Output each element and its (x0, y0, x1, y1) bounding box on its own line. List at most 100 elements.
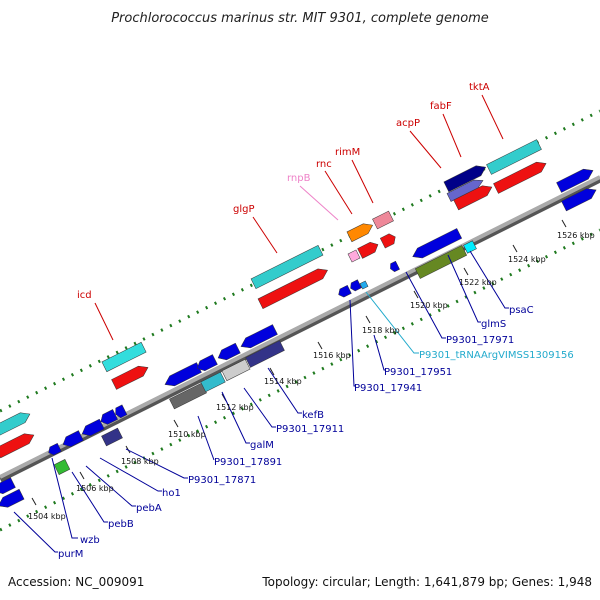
gene-arrow-rev-3 (62, 430, 84, 447)
tick-label-1508: 1508 kbp (121, 457, 159, 466)
tick-label-1510: 1510 kbp (168, 430, 206, 439)
gene-label-glmS: glmS (481, 319, 506, 330)
label-leader-lower-13 (405, 271, 446, 339)
gene-arrow-rev-5 (100, 409, 118, 425)
gene-arrow-rev-9 (164, 362, 202, 387)
map-title: Prochlorococcus marinus str. MIT 9301, c… (111, 11, 489, 26)
tick-label-1506: 1506 kbp (76, 484, 114, 493)
gene-arrow-rev-11 (217, 342, 241, 361)
gene-arrow-rev-19 (359, 280, 369, 290)
gene-arrow-5 (257, 268, 328, 310)
reverse-gene-labels: purM wzb pebB pebA ho1 P9301_17871 P9301… (58, 305, 574, 560)
gene-arrow-17 (561, 188, 597, 212)
gene-arrow-11 (443, 165, 487, 193)
gene-arrow-16 (556, 168, 594, 193)
gene-label-galM: galM (250, 440, 274, 451)
kbp-tick-mark-6 (317, 341, 323, 350)
gene-arrow-3 (111, 365, 149, 390)
label-leader-lower-6 (197, 415, 215, 461)
label-leader-upper-0 (94, 302, 114, 341)
gene-label-purM: purM (58, 549, 83, 560)
tick-label-1512: 1512 kbp (216, 403, 254, 412)
gene-label-rnpB: rnpB (287, 173, 311, 184)
kbp-tick-labels: 1504 kbp 1506 kbp 1508 kbp 1510 kbp 1512… (28, 231, 595, 521)
label-leader-lower-8 (243, 387, 276, 428)
gene-label-P9301_17891: P9301_17891 (214, 457, 282, 468)
tick-label-1524: 1524 kbp (508, 255, 546, 264)
topology-text: Topology: circular; Length: 1,641,879 bp… (261, 575, 592, 589)
gene-arrow-12 (446, 179, 484, 202)
kbp-tick-mark-7 (365, 315, 371, 324)
label-leader-lower-0 (13, 511, 58, 553)
gene-arrow-rev-23 (463, 240, 477, 254)
kbp-tick-mark-11 (561, 219, 567, 228)
gene-arrow-rev-16 (245, 340, 285, 368)
gene-arrow-rev-14 (200, 371, 226, 393)
kbp-tick-mark-9 (463, 267, 469, 276)
gene-label-wzb: wzb (80, 535, 100, 546)
tick-label-1522: 1522 kbp (459, 278, 497, 287)
label-leader-lower-3 (85, 465, 136, 507)
label-leader-upper-7 (481, 94, 504, 140)
gene-arrow-rev-0 (0, 477, 16, 494)
label-leader-upper-4 (351, 159, 374, 204)
label-leader-lower-10 (349, 299, 356, 387)
forward-track-dots (0, 109, 600, 413)
gene-label-P9301_17941: P9301_17941 (354, 383, 422, 394)
gene-label-rnc: rnc (316, 159, 332, 170)
tick-label-1514: 1514 kbp (264, 377, 302, 386)
gene-label-P9301_17911: P9301_17911 (276, 424, 344, 435)
label-leader-lower-12 (365, 291, 419, 354)
tick-label-1504: 1504 kbp (28, 512, 66, 521)
gene-label-ho1: ho1 (162, 488, 181, 499)
gene-arrow-1 (0, 433, 35, 459)
kbp-tick-mark-5 (269, 367, 275, 376)
accession-text: Accession: NC_009091 (8, 575, 144, 589)
label-leader-lower-11 (373, 334, 386, 371)
tick-label-1518: 1518 kbp (362, 326, 400, 335)
kbp-tick-mark-0 (31, 497, 37, 506)
label-leader-lower-4 (99, 457, 162, 492)
gene-arrow-rev-1 (0, 488, 25, 508)
label-leader-lower-2 (71, 471, 108, 523)
label-leader-upper-1 (252, 216, 278, 254)
gene-arrow-rev-10 (196, 354, 218, 371)
gene-label-P9301_17951: P9301_17951 (384, 367, 452, 378)
label-leader-lower-15 (469, 250, 509, 309)
map-graphics (0, 94, 600, 553)
gene-label-tktA: tktA (469, 82, 490, 93)
gene-label-icd: icd (77, 290, 92, 301)
kbp-tick-mark-1 (79, 471, 85, 480)
gene-label-fabF: fabF (430, 101, 452, 112)
tick-label-1516: 1516 kbp (313, 351, 351, 360)
gene-arrow-rev-4 (81, 418, 105, 437)
gene-label-P9301_17971: P9301_17971 (446, 335, 514, 346)
gene-label-pebB: pebB (108, 519, 134, 530)
gene-arrow-14 (486, 139, 542, 175)
tick-label-1520: 1520 kbp (410, 301, 448, 310)
gene-label-kefB: kefB (302, 410, 324, 421)
gene-arrow-15 (493, 161, 547, 194)
gene-arrow-rev-6 (115, 404, 128, 419)
gene-arrow-8 (357, 242, 379, 259)
label-leader-lower-14 (447, 254, 481, 323)
label-leader-lower-1 (51, 457, 78, 539)
label-leader-lower-5 (125, 448, 188, 479)
gene-label-rimM: rimM (335, 147, 360, 158)
gene-arrow-rev-18 (350, 279, 362, 292)
gene-arrow-rev-12 (240, 324, 278, 349)
forward-gene-labels: icd glgP rnpB rnc rimM acpP fabF tktA (77, 82, 490, 301)
label-leader-lower-7 (221, 391, 250, 444)
gene-arrow-rev-13 (169, 382, 207, 410)
gene-arrow-13 (453, 185, 493, 211)
gene-arrow-7 (372, 210, 394, 230)
gene-label-P9301_17871: P9301_17871 (188, 475, 256, 486)
gene-label-P9301_tRNAArg: P9301_tRNAArgVIMSS1309156 (419, 350, 574, 361)
kbp-tick-mark-10 (512, 244, 518, 253)
gene-arrow-rev-8 (53, 459, 71, 475)
gene-label-pebA: pebA (136, 503, 162, 514)
gene-label-psaC: psaC (509, 305, 534, 316)
label-leader-upper-5 (409, 130, 442, 169)
gene-arrow-rev-7 (101, 427, 123, 447)
